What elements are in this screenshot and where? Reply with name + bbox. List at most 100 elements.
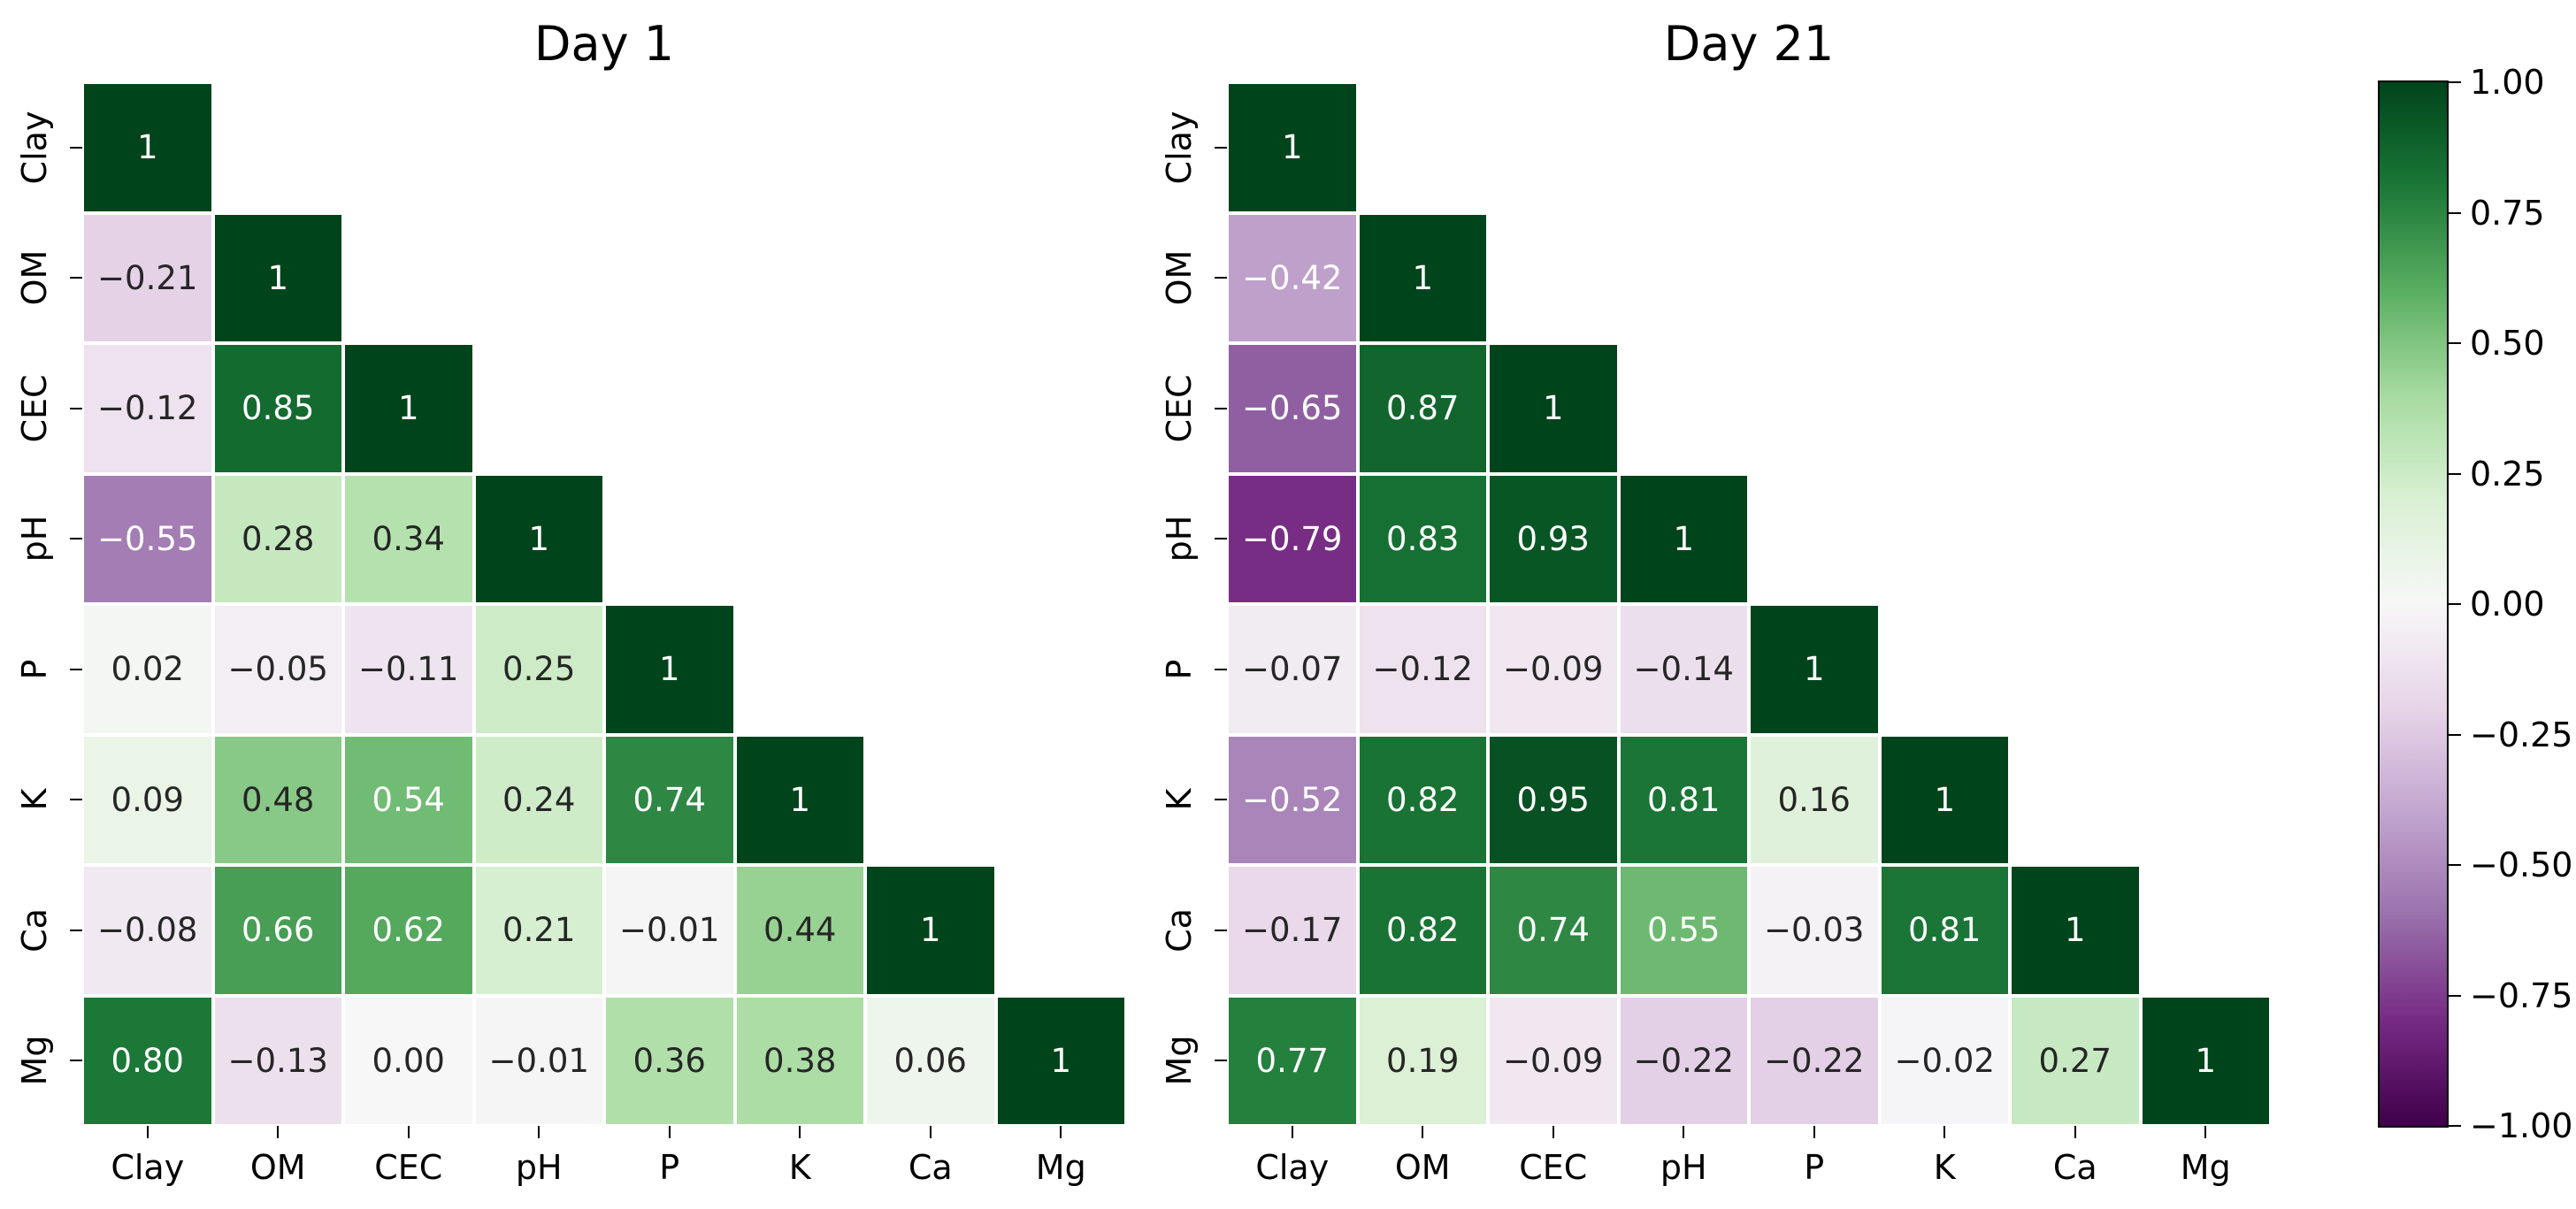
panel-title-day1: Day 1 xyxy=(533,16,675,72)
x-axis-tick xyxy=(668,1126,671,1138)
heatmap-cell-CEC-Clay: −0.65 xyxy=(1227,343,1358,474)
x-axis-tick xyxy=(1813,1126,1815,1138)
x-axis-label-Mg: Mg xyxy=(2180,1148,2231,1187)
y-axis-tick xyxy=(70,146,82,149)
x-axis-label-CEC: CEC xyxy=(374,1148,443,1187)
heatmap-cell-K-OM: 0.48 xyxy=(212,734,343,865)
heatmap-cell-K-K: 1 xyxy=(734,734,865,865)
heatmap-cell-Mg-P: 0.36 xyxy=(604,995,735,1126)
heatmap-cell-Mg-K: −0.02 xyxy=(1879,995,2010,1126)
heatmap-cell-Mg-K: 0.38 xyxy=(734,995,865,1126)
y-axis-tick xyxy=(1215,929,1227,931)
y-axis-tick xyxy=(1215,407,1227,409)
heatmap-cell-K-CEC: 0.95 xyxy=(1488,734,1619,865)
colorbar-tick xyxy=(2449,472,2461,475)
heatmap-cell-pH-Clay: −0.79 xyxy=(1227,473,1358,604)
x-axis-tick xyxy=(2074,1126,2076,1138)
heatmap-cell-Ca-Ca: 1 xyxy=(865,865,996,996)
heatmap-cell-K-P: 0.74 xyxy=(604,734,735,865)
heatmap-cell-P-OM: −0.12 xyxy=(1357,604,1488,735)
x-axis-label-K: K xyxy=(1933,1148,1956,1187)
x-axis-label-OM: OM xyxy=(249,1148,306,1187)
colorbar-tick-label: 0.50 xyxy=(2470,324,2545,363)
colorbar-tick-label: −0.25 xyxy=(2470,715,2573,754)
y-axis-tick xyxy=(70,668,82,670)
colorbar-tick xyxy=(2449,994,2461,997)
colorbar-tick xyxy=(2449,733,2461,736)
colorbar-tick xyxy=(2449,211,2461,214)
x-axis-label-OM: OM xyxy=(1394,1148,1451,1187)
x-axis-tick xyxy=(1552,1126,1554,1138)
heatmap-cell-pH-CEC: 0.34 xyxy=(343,473,474,604)
heatmap-cell-P-Clay: −0.07 xyxy=(1227,604,1358,735)
heatmap-cell-P-pH: −0.14 xyxy=(1618,604,1749,735)
heatmap-cell-pH-pH: 1 xyxy=(473,473,604,604)
heatmap-cell-OM-Clay: −0.21 xyxy=(82,212,213,343)
heatmap-cell-Ca-pH: 0.21 xyxy=(473,865,604,996)
heatmap-cell-Ca-OM: 0.66 xyxy=(212,865,343,996)
heatmap-cell-Ca-Ca: 1 xyxy=(2010,865,2141,996)
heatmap-cell-OM-Clay: −0.42 xyxy=(1227,212,1358,343)
heatmap-cell-OM-OM: 1 xyxy=(212,212,343,343)
heatmap-cell-Ca-CEC: 0.74 xyxy=(1488,865,1619,996)
y-axis-tick xyxy=(1215,146,1227,149)
heatmap-cell-Ca-K: 0.44 xyxy=(734,865,865,996)
x-axis-label-pH: pH xyxy=(1660,1148,1707,1187)
panel-title-day21: Day 21 xyxy=(1663,16,1835,72)
heatmap-cell-P-CEC: −0.09 xyxy=(1488,604,1619,735)
x-axis-tick xyxy=(1944,1126,1946,1138)
heatmap-cell-P-P: 1 xyxy=(604,604,735,735)
colorbar-gradient xyxy=(2378,80,2449,1128)
heatmap-cell-Mg-P: −0.22 xyxy=(1749,995,1880,1126)
y-axis-tick xyxy=(1215,538,1227,540)
heatmap-cell-Mg-CEC: −0.09 xyxy=(1488,995,1619,1126)
heatmap-cell-CEC-CEC: 1 xyxy=(1488,343,1619,474)
heatmap-cell-Mg-Clay: 0.80 xyxy=(82,995,213,1126)
x-axis-label-Ca: Ca xyxy=(908,1148,953,1187)
x-axis-label-CEC: CEC xyxy=(1519,1148,1588,1187)
heatmap-cell-pH-OM: 0.83 xyxy=(1357,473,1488,604)
colorbar-tick-label: 0.00 xyxy=(2470,585,2545,624)
heatmap-cell-K-pH: 0.24 xyxy=(473,734,604,865)
heatmap-cell-K-CEC: 0.54 xyxy=(343,734,474,865)
heatmap-cell-Ca-K: 0.81 xyxy=(1879,865,2010,996)
heatmap-cell-P-OM: −0.05 xyxy=(212,604,343,735)
x-axis-label-Clay: Clay xyxy=(1255,1148,1330,1187)
x-axis-label-K: K xyxy=(788,1148,811,1187)
heatmap-cell-Mg-Clay: 0.77 xyxy=(1227,995,1358,1126)
colorbar-tick-label: −0.75 xyxy=(2470,976,2573,1015)
x-axis-tick xyxy=(277,1126,280,1138)
x-axis-tick xyxy=(538,1126,540,1138)
heatmap-cell-Ca-pH: 0.55 xyxy=(1618,865,1749,996)
heatmap-cell-pH-pH: 1 xyxy=(1618,473,1749,604)
heatmap-cell-CEC-Clay: −0.12 xyxy=(82,343,213,474)
heatmap-cell-pH-Clay: −0.55 xyxy=(82,473,213,604)
x-axis-label-P: P xyxy=(1804,1148,1825,1187)
heatmap-cell-K-Clay: 0.09 xyxy=(82,734,213,865)
x-axis-tick xyxy=(2204,1126,2207,1138)
y-axis-tick xyxy=(70,799,82,801)
y-axis-tick xyxy=(70,929,82,931)
heatmap-cell-Mg-Ca: 0.06 xyxy=(865,995,996,1126)
x-axis-label-pH: pH xyxy=(515,1148,563,1187)
x-axis-label-P: P xyxy=(659,1148,680,1187)
heatmap-cell-OM-OM: 1 xyxy=(1357,212,1488,343)
heatmap-cell-K-Clay: −0.52 xyxy=(1227,734,1358,865)
heatmap-cell-CEC-CEC: 1 xyxy=(343,343,474,474)
colorbar-tick xyxy=(2449,603,2461,605)
heatmap-cell-Ca-P: −0.01 xyxy=(604,865,735,996)
colorbar-tick-label: −1.00 xyxy=(2470,1106,2573,1145)
heatmap-cell-Ca-CEC: 0.62 xyxy=(343,865,474,996)
x-axis-tick xyxy=(799,1126,801,1138)
heatmap-cell-K-P: 0.16 xyxy=(1749,734,1880,865)
colorbar-tick-label: 0.75 xyxy=(2470,193,2545,233)
heatmap-cell-K-pH: 0.81 xyxy=(1618,734,1749,865)
x-axis-tick xyxy=(1683,1126,1685,1138)
y-axis-tick xyxy=(1215,799,1227,801)
heatmap-cell-Mg-pH: −0.01 xyxy=(473,995,604,1126)
heatmap-cell-pH-OM: 0.28 xyxy=(212,473,343,604)
heatmap-cell-Ca-Clay: −0.08 xyxy=(82,865,213,996)
x-axis-tick xyxy=(1422,1126,1424,1138)
heatmap-cell-Ca-P: −0.03 xyxy=(1749,865,1880,996)
